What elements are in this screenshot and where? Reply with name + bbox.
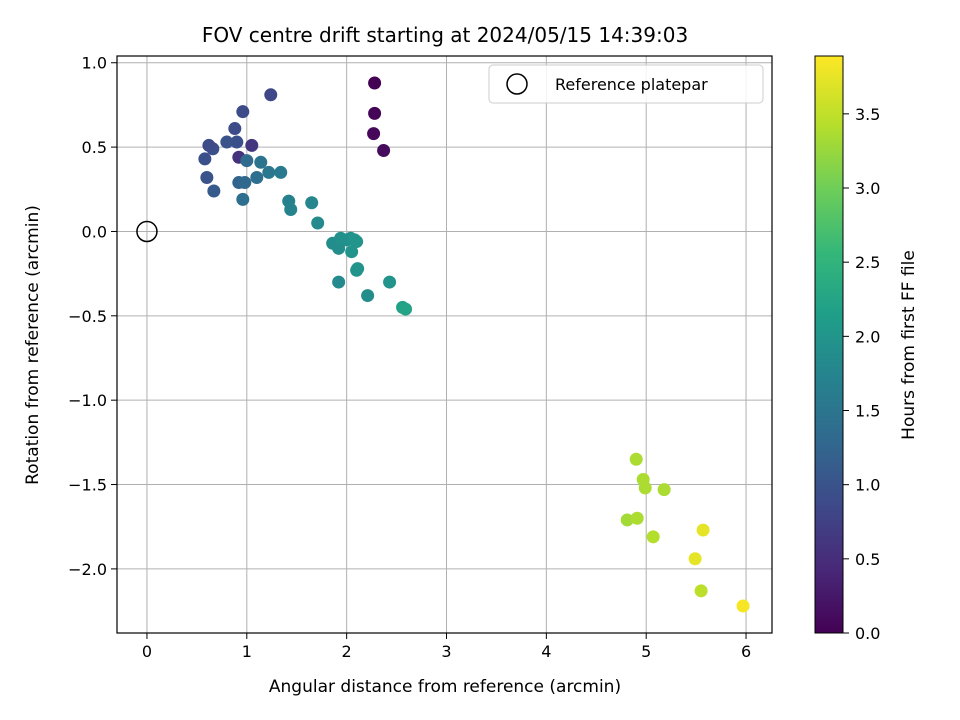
y-tick-label: 1.0 xyxy=(82,54,107,73)
data-point xyxy=(207,184,221,198)
data-point xyxy=(350,235,364,249)
y-tick-label: −1.5 xyxy=(68,476,107,495)
plot-frame xyxy=(116,55,773,634)
x-axis-label: Angular distance from reference (arcmin) xyxy=(269,677,621,697)
data-point xyxy=(399,302,413,316)
colorbar-tick-label: 0.0 xyxy=(855,624,880,643)
data-point xyxy=(638,481,652,495)
data-point xyxy=(264,88,278,102)
colorbar-tick-label: 1.0 xyxy=(855,476,880,495)
data-point xyxy=(236,105,250,119)
data-point xyxy=(236,192,250,206)
colorbar-tick-label: 2.5 xyxy=(855,253,880,272)
x-tick-label: 2 xyxy=(342,642,352,661)
legend-box xyxy=(488,64,764,104)
data-point xyxy=(202,138,216,152)
data-point xyxy=(368,106,382,120)
y-axis-label: Rotation from reference (arcmin) xyxy=(23,205,43,485)
chart-title: FOV centre drift starting at 2024/05/15 … xyxy=(202,23,688,47)
data-point xyxy=(198,152,212,166)
data-point xyxy=(383,275,397,289)
colorbar: 0.0 0.5 1.0 1.5 2.0 2.5 3.0 3.5 Hours from firs… xyxy=(814,55,919,643)
legend: Reference platepar xyxy=(488,64,764,104)
x-tick-label: 0 xyxy=(142,642,152,661)
x-tick-label: 6 xyxy=(741,642,751,661)
data-point xyxy=(238,176,252,190)
grid xyxy=(117,56,772,633)
y-tick-label: −0.5 xyxy=(68,307,107,326)
y-axis: −2.0 −1.5 −1.0 −0.5 0.0 0.5 1.0 xyxy=(68,54,117,579)
data-point xyxy=(332,241,346,255)
data-point xyxy=(345,245,359,259)
colorbar-tick-label: 3.5 xyxy=(855,105,880,124)
data-point xyxy=(274,165,288,179)
data-point xyxy=(230,135,244,149)
colorbar-tick-label: 0.5 xyxy=(855,550,880,569)
x-axis: 0 1 2 3 4 5 6 xyxy=(142,633,751,661)
data-point xyxy=(620,513,634,527)
data-point xyxy=(646,530,660,544)
data-point xyxy=(657,483,671,497)
x-tick-label: 5 xyxy=(641,642,651,661)
data-point xyxy=(688,552,702,566)
data-point xyxy=(220,135,234,149)
colorbar-label: Hours from first FF file xyxy=(899,250,919,440)
colorbar-tick-label: 1.5 xyxy=(855,402,880,421)
colorbar-ticks: 0.0 0.5 1.0 1.5 2.0 2.5 3.0 3.5 xyxy=(843,105,880,643)
data-point xyxy=(694,584,708,598)
reference-point xyxy=(136,220,158,243)
y-tick-label: 0.5 xyxy=(82,138,107,157)
data-points xyxy=(198,76,750,613)
data-point xyxy=(305,196,319,210)
data-point xyxy=(367,127,381,141)
data-point xyxy=(696,523,710,537)
legend-entry-label: Reference platepar xyxy=(555,75,708,94)
data-point xyxy=(284,203,298,217)
x-tick-label: 3 xyxy=(441,642,451,661)
data-point xyxy=(200,170,214,184)
data-point xyxy=(630,511,644,525)
data-point xyxy=(629,452,643,466)
data-point xyxy=(250,170,264,184)
x-tick-label: 1 xyxy=(242,642,252,661)
data-point xyxy=(361,289,375,303)
colorbar-tick-label: 3.0 xyxy=(855,179,880,198)
data-point xyxy=(240,154,254,168)
data-point xyxy=(377,143,391,157)
y-tick-label: −1.0 xyxy=(68,391,107,410)
data-point xyxy=(254,155,268,169)
data-point xyxy=(311,216,325,230)
colorbar-tick-label: 2.0 xyxy=(855,327,880,346)
y-tick-label: 0.0 xyxy=(82,222,107,241)
x-tick-label: 4 xyxy=(541,642,551,661)
legend-marker xyxy=(506,73,528,95)
colorbar-gradient xyxy=(814,55,844,634)
data-point xyxy=(245,138,259,152)
data-point xyxy=(736,599,750,613)
data-point xyxy=(368,76,382,90)
y-tick-label: −2.0 xyxy=(68,560,107,579)
data-point xyxy=(332,275,346,289)
data-point xyxy=(262,165,276,179)
data-point xyxy=(228,122,242,136)
data-point xyxy=(351,262,365,276)
